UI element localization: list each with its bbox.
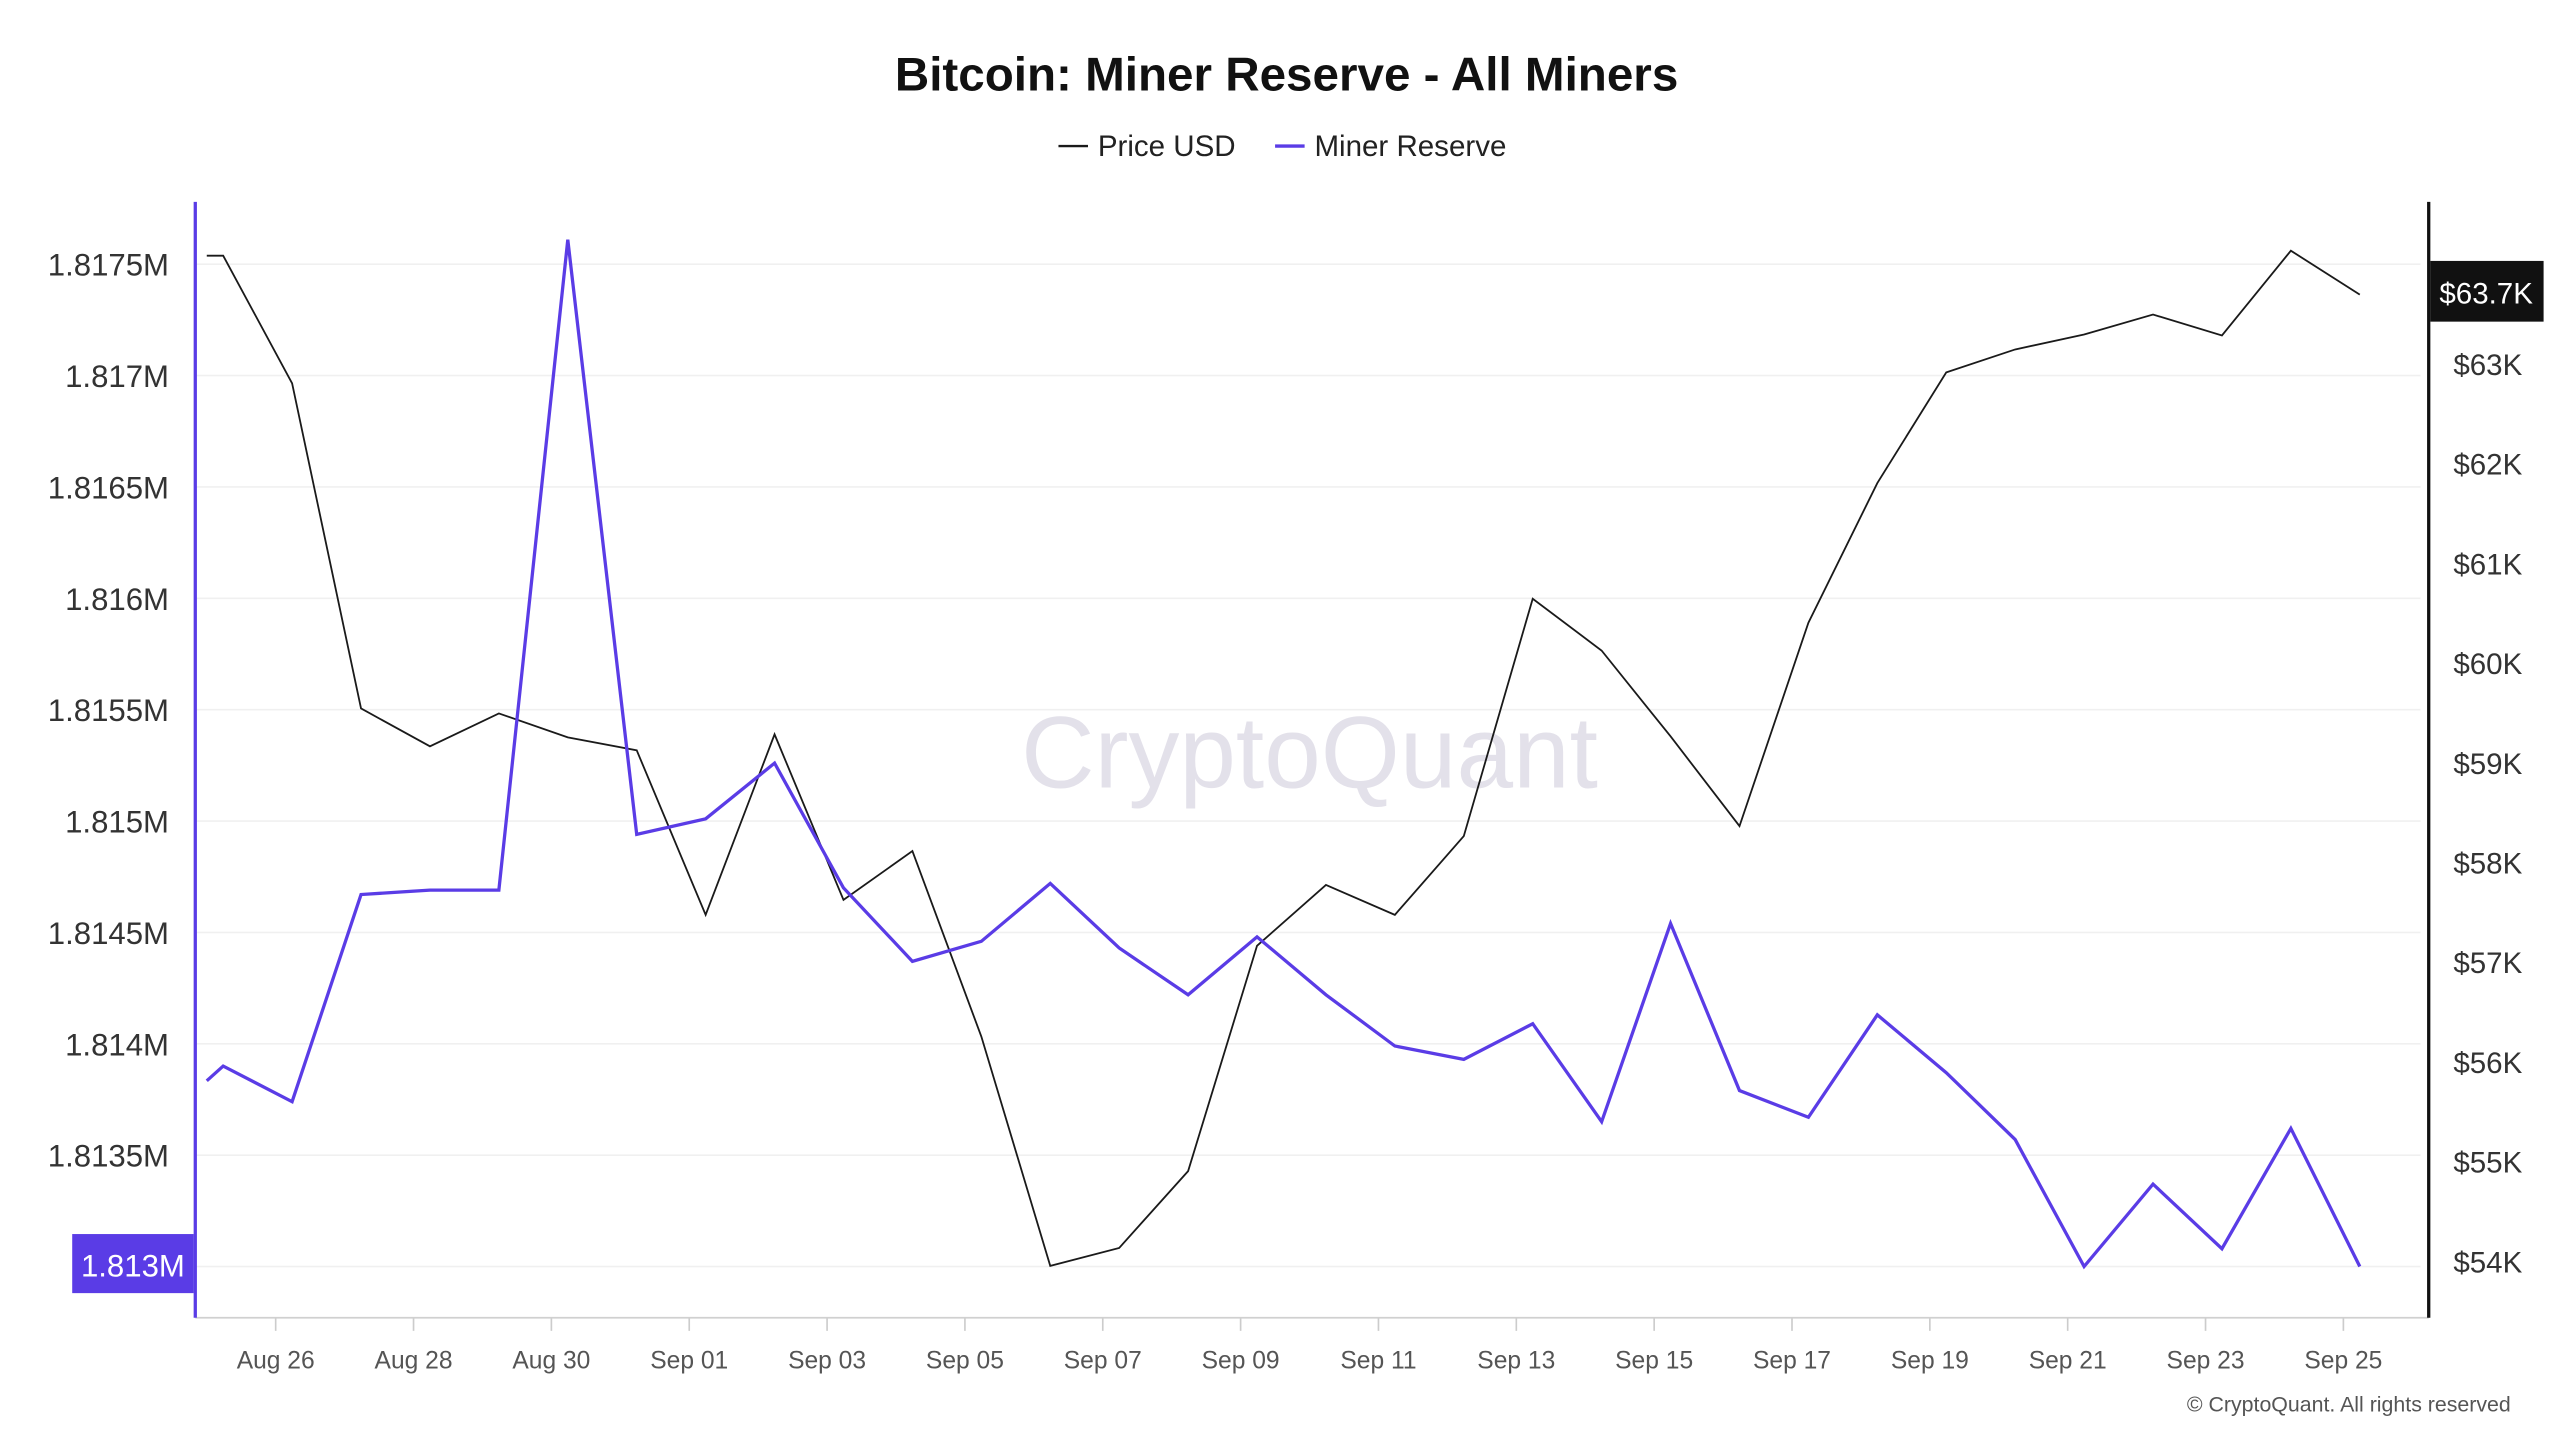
left-tick-label: 1.815M [65, 805, 169, 840]
x-tick-label: Aug 28 [375, 1348, 453, 1375]
right-tick-label: $59K [2453, 748, 2522, 781]
x-tick-label: Sep 01 [650, 1348, 728, 1375]
copyright: © CryptoQuant. All rights reserved [2187, 1392, 2511, 1416]
x-tick-label: Sep 21 [2029, 1348, 2107, 1375]
right-tick-label: $63K [2453, 349, 2522, 382]
x-tick-label: Aug 26 [237, 1348, 315, 1375]
watermark: CryptoQuant [1021, 696, 1598, 810]
right-tick-label: $60K [2453, 648, 2522, 681]
right-tick-label: $58K [2453, 847, 2522, 880]
legend-label-price: Price USD [1098, 130, 1236, 163]
left-tick-label: 1.817M [65, 359, 169, 394]
right-tick-label: $62K [2453, 449, 2522, 482]
legend-label-reserve: Miner Reserve [1314, 130, 1506, 163]
right-tick-label: $56K [2453, 1047, 2522, 1080]
right-current-value-badge: $63.7K [2430, 260, 2544, 322]
right-tick-label: $55K [2453, 1147, 2522, 1180]
x-tick-label: Sep 25 [2304, 1348, 2382, 1375]
right-current-value: $63.7K [2439, 278, 2533, 311]
x-axis-ticks: Aug 26 Aug 28 Aug 30 Sep 01 Sep 03 Sep 05 Sep … [237, 1317, 2382, 1375]
x-tick-label: Sep 07 [1064, 1348, 1142, 1375]
x-tick-label: Aug 30 [512, 1348, 590, 1375]
legend-item-reserve[interactable]: Miner Reserve [1275, 130, 1506, 163]
x-tick-label: Sep 09 [1202, 1348, 1280, 1375]
right-tick-label: $57K [2453, 947, 2522, 980]
right-tick-label: $54K [2453, 1246, 2522, 1279]
x-tick-label: Sep 11 [1340, 1348, 1416, 1375]
x-tick-label: Sep 17 [1753, 1348, 1831, 1375]
x-tick-label: Sep 05 [926, 1348, 1004, 1375]
left-tick-label: 1.8135M [48, 1139, 169, 1174]
x-tick-label: Sep 15 [1615, 1348, 1693, 1375]
left-tick-label: 1.816M [65, 582, 169, 617]
series-line-reserve[interactable] [205, 239, 2362, 1270]
left-axis-ticks: 1.8175M 1.817M 1.8165M 1.816M 1.8155M 1.815M 1… [48, 248, 169, 1174]
right-tick-label: $61K [2453, 548, 2522, 581]
legend-item-price[interactable]: Price USD [1058, 130, 1236, 163]
x-tick-label: Sep 03 [788, 1348, 866, 1375]
x-tick-label: Sep 19 [1891, 1348, 1969, 1375]
left-tick-label: 1.8155M [48, 693, 169, 728]
left-current-value-badge: 1.813M [72, 1234, 194, 1294]
left-tick-label: 1.8175M [48, 248, 169, 283]
chart-title: Bitcoin: Miner Reserve - All Miners [895, 48, 1678, 101]
left-tick-label: 1.8165M [48, 470, 169, 505]
right-axis-ticks: $63K $62K $61K $60K $59K $58K $57K $56K $55K $54K [2453, 349, 2522, 1280]
legend: Price USD Miner Reserve [1058, 130, 1506, 163]
x-tick-label: Sep 23 [2167, 1348, 2245, 1375]
left-current-value: 1.813M [81, 1249, 185, 1284]
series-line-price[interactable] [206, 249, 2361, 1267]
left-tick-label: 1.8145M [48, 916, 169, 951]
x-tick-label: Sep 13 [1477, 1348, 1555, 1375]
left-tick-label: 1.814M [65, 1027, 169, 1062]
